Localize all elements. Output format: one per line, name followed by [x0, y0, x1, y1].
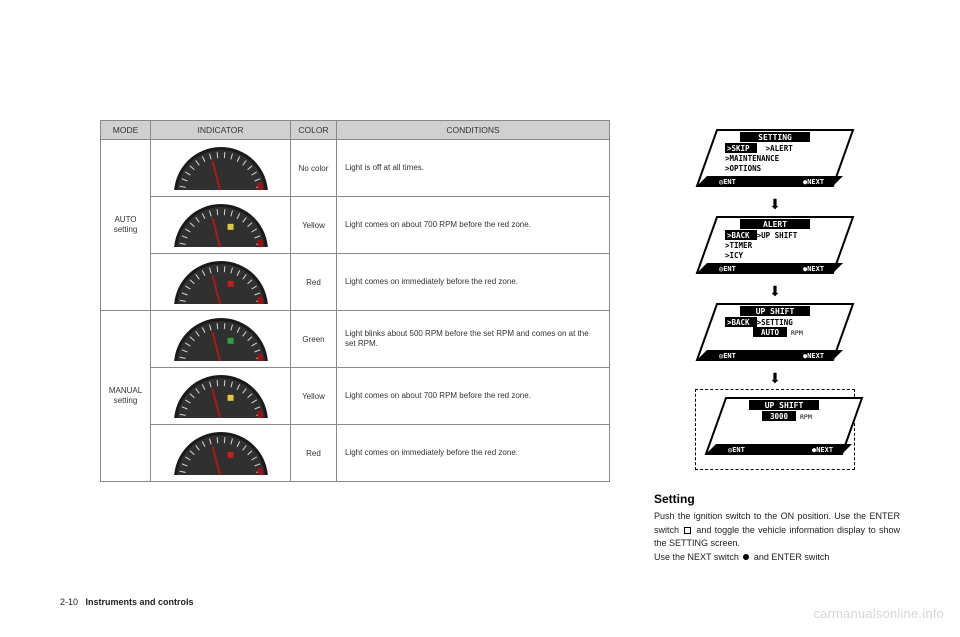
condition-cell: Light blinks about 500 RPM before the se… — [337, 311, 610, 368]
svg-text:>BACK: >BACK — [727, 318, 750, 327]
svg-text:◎ENT: ◎ENT — [719, 178, 736, 186]
display-screen: UP SHIFT 3000 RPM ◎ENT ●NEXT — [695, 389, 855, 470]
setting-paragraph-1: Push the ignition switch to the ON posit… — [654, 510, 900, 551]
svg-text:◎ENT: ◎ENT — [728, 446, 745, 454]
page-footer: 2-10 Instruments and controls — [60, 597, 194, 607]
svg-text:UP SHIFT: UP SHIFT — [765, 401, 804, 410]
table-row: YellowLight comes on about 700 RPM befor… — [101, 197, 610, 254]
svg-text:◎ENT: ◎ENT — [719, 265, 736, 273]
svg-text:>SKIP: >SKIP — [727, 144, 750, 153]
condition-cell: Light comes on about 700 RPM before the … — [337, 197, 610, 254]
flow-arrow-icon: ⬇ — [769, 284, 781, 298]
svg-text:>BACK: >BACK — [727, 231, 750, 240]
th-indicator: INDICATOR — [151, 121, 291, 140]
svg-text:>ICY: >ICY — [725, 251, 744, 260]
mode-cell: AUTOsetting — [101, 140, 151, 311]
indicator-cell — [151, 425, 291, 482]
color-cell: Red — [291, 425, 337, 482]
indicator-cell — [151, 368, 291, 425]
table-row: RedLight comes on immediately before the… — [101, 254, 610, 311]
color-cell: Yellow — [291, 197, 337, 254]
svg-text:AUTO: AUTO — [761, 328, 780, 337]
svg-text:>MAINTENANCE: >MAINTENANCE — [725, 154, 780, 163]
color-cell: Red — [291, 254, 337, 311]
th-mode: MODE — [101, 121, 151, 140]
svg-text:RPM: RPM — [800, 413, 812, 421]
setting-paragraph-2: Use the NEXT switch and ENTER switch — [654, 551, 900, 565]
svg-text:●NEXT: ●NEXT — [803, 265, 824, 273]
svg-text:UP SHIFT: UP SHIFT — [756, 307, 795, 316]
svg-text:SETTING: SETTING — [758, 133, 792, 142]
table-row: YellowLight comes on about 700 RPM befor… — [101, 368, 610, 425]
svg-text:RPM: RPM — [791, 329, 803, 337]
svg-text:3000: 3000 — [770, 412, 789, 421]
indicator-cell — [151, 197, 291, 254]
display-screen: ALERT>BACK >UP SHIFT>BACK>TIMER>ICY◎ENT●… — [695, 215, 855, 280]
indicator-cell — [151, 311, 291, 368]
indicator-cell — [151, 140, 291, 197]
indicator-table: MODE INDICATOR COLOR CONDITIONS AUTOsett… — [100, 120, 610, 482]
svg-text:●NEXT: ●NEXT — [803, 352, 824, 360]
enter-switch-icon — [684, 527, 691, 534]
table-row: AUTOsetting No colorLight is off at all … — [101, 140, 610, 197]
svg-text:>TIMER: >TIMER — [725, 241, 753, 250]
condition-cell: Light comes on immediately before the re… — [337, 425, 610, 482]
table-row: RedLight comes on immediately before the… — [101, 425, 610, 482]
svg-text:◎ENT: ◎ENT — [719, 352, 736, 360]
condition-cell: Light comes on immediately before the re… — [337, 254, 610, 311]
svg-text:●NEXT: ●NEXT — [812, 446, 833, 454]
section-title: Instruments and controls — [86, 597, 194, 607]
page-number: 2-10 — [60, 597, 78, 607]
color-cell: No color — [291, 140, 337, 197]
flow-arrow-icon: ⬇ — [769, 371, 781, 385]
condition-cell: Light comes on about 700 RPM before the … — [337, 368, 610, 425]
svg-text:>OPTIONS: >OPTIONS — [725, 164, 762, 173]
svg-text:ALERT: ALERT — [763, 220, 787, 229]
th-color: COLOR — [291, 121, 337, 140]
th-conditions: CONDITIONS — [337, 121, 610, 140]
screens-flow: SETTING>SKIP >ALERT>SKIP>MAINTENANCE>OPT… — [695, 128, 855, 470]
setting-heading: Setting — [654, 492, 900, 506]
color-cell: Green — [291, 311, 337, 368]
table-row: MANUALsetting GreenLight blinks about 50… — [101, 311, 610, 368]
display-screen: SETTING>SKIP >ALERT>SKIP>MAINTENANCE>OPT… — [695, 128, 855, 193]
watermark: carmanualsonline.info — [813, 606, 944, 621]
display-screen: UP SHIFT>BACK >SETTING>BACKAUTORPM◎ENT●N… — [695, 302, 855, 367]
svg-text:●NEXT: ●NEXT — [803, 178, 824, 186]
indicator-cell — [151, 254, 291, 311]
mode-cell: MANUALsetting — [101, 311, 151, 482]
next-switch-icon — [743, 554, 749, 560]
color-cell: Yellow — [291, 368, 337, 425]
flow-arrow-icon: ⬇ — [769, 197, 781, 211]
condition-cell: Light is off at all times. — [337, 140, 610, 197]
body-text: Setting Push the ignition switch to the … — [650, 492, 900, 564]
indicator-table-region: MODE INDICATOR COLOR CONDITIONS AUTOsett… — [100, 120, 610, 617]
